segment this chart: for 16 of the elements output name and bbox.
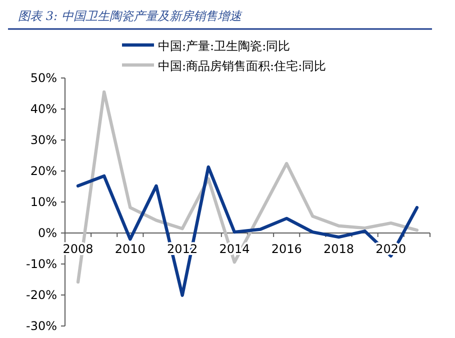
x-tick-label: 2014 [219,242,250,256]
x-tick-label: 2016 [271,242,302,256]
y-tick-label: 40% [30,102,57,116]
legend-label: 中国:商品房销售面积:住宅:同比 [158,59,326,73]
y-tick-label: 50% [30,71,57,85]
y-tick-label: -10% [26,257,57,271]
y-tick-label: -30% [26,319,57,333]
y-tick-label: -20% [26,288,57,302]
x-tick-label: 2018 [323,242,354,256]
y-tick-label: 20% [30,164,57,178]
legend-label: 中国:产量:卫生陶瓷:同比 [158,39,290,53]
y-tick-label: 10% [30,195,57,209]
chart-title: 图表 3: 中国卫生陶瓷产量及新房销售增速 [18,9,242,23]
y-tick-label: 30% [30,133,57,147]
x-tick-label: 2010 [114,242,146,256]
y-tick-label: 0% [38,226,57,240]
